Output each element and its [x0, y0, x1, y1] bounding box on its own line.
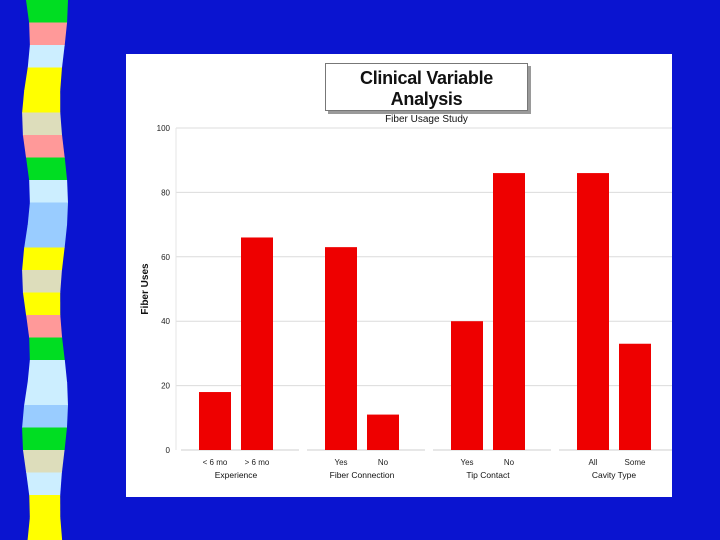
stripe-segment — [22, 292, 61, 316]
bar-tip-contact-2 — [493, 173, 525, 450]
stripe-segment — [27, 360, 68, 383]
chart-title-box: Clinical Variable Analysis Fiber Usage S… — [325, 63, 528, 125]
category-label: No — [378, 458, 389, 467]
stripe-segment — [26, 315, 63, 338]
category-label: < 6 mo — [203, 458, 228, 467]
category-label: No — [504, 458, 515, 467]
bar-fiber-connection-2 — [367, 414, 399, 450]
chart-title: Clinical Variable Analysis — [360, 68, 493, 109]
y-tick-label: 80 — [161, 188, 170, 197]
stripe-segment — [22, 405, 68, 428]
stripe-segment — [22, 90, 61, 113]
stripe-segment — [22, 112, 63, 136]
stripe-segment — [29, 495, 61, 518]
stripe-segment — [27, 202, 68, 226]
stripe-segment — [22, 135, 65, 158]
stripe-segment — [24, 382, 68, 406]
stripe-segment — [29, 180, 68, 203]
stripe-segment — [24, 225, 68, 248]
chart-panel: Clinical Variable Analysis Fiber Usage S… — [126, 54, 672, 497]
category-label: Yes — [460, 458, 473, 467]
bar-tip-contact-1 — [451, 321, 483, 450]
category-label: Yes — [334, 458, 347, 467]
stripe-segment — [22, 247, 65, 271]
y-tick-label: 40 — [161, 317, 170, 326]
bar-experience-1 — [199, 392, 231, 450]
bar-cavity-type-2 — [619, 343, 651, 450]
category-label: > 6 mo — [245, 458, 270, 467]
stripe-segment — [22, 427, 67, 451]
category-label: Some — [625, 458, 646, 467]
stripe-segment — [26, 0, 68, 23]
decorative-color-stripe — [22, 0, 68, 540]
y-axis-label: Fiber Uses — [140, 263, 151, 315]
stripe-segment — [24, 67, 62, 91]
stripe-segment — [29, 22, 68, 46]
group-label: Fiber Connection — [330, 470, 395, 480]
y-tick-label: 20 — [161, 382, 170, 391]
stripe-segment — [27, 45, 65, 68]
stripe-segment — [26, 472, 62, 496]
group-label: Cavity Type — [592, 470, 637, 480]
bar-cavity-type-1 — [577, 173, 609, 450]
chart-subtitle: Fiber Usage Study — [385, 114, 468, 125]
group-label: Tip Contact — [466, 470, 510, 480]
y-tick-label: 0 — [166, 446, 171, 455]
bar-experience-2 — [241, 237, 273, 450]
category-label: All — [589, 458, 598, 467]
group-label: Experience — [215, 470, 258, 480]
stripe-segment — [22, 270, 62, 293]
y-tick-label: 60 — [161, 253, 170, 262]
bar-chart: 0 20 40 60 80 100 Fiber Uses < 6 mo > 6 mo Experi… — [140, 124, 672, 480]
stripe-segment — [22, 450, 65, 473]
stripe-segment — [29, 337, 65, 361]
stripe-segment — [26, 157, 68, 181]
y-tick-label: 100 — [157, 124, 171, 133]
stripe-segment — [27, 517, 63, 540]
bar-fiber-connection-1 — [325, 247, 357, 450]
